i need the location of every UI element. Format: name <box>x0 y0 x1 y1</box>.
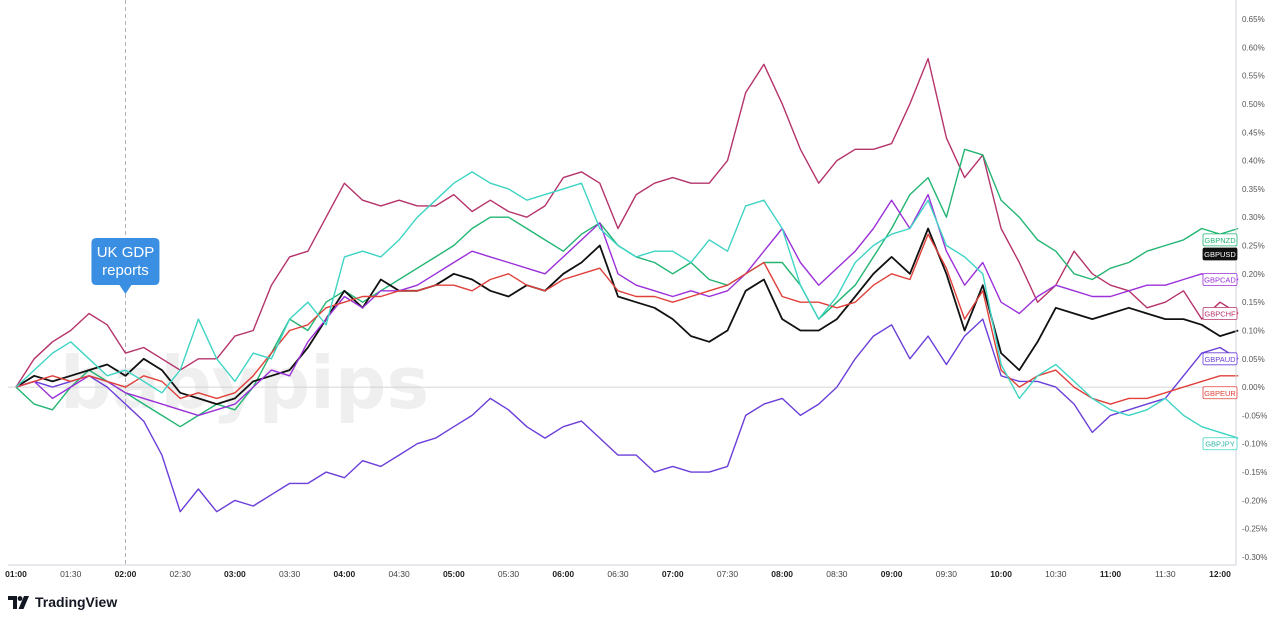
annotation-line1: UK GDP <box>97 244 155 261</box>
x-tick-label: 12:00 <box>1209 569 1231 579</box>
end-label-gbpnzd: GBPNZD <box>1202 233 1238 247</box>
x-tick-label: 03:00 <box>224 569 246 579</box>
x-tick-label: 08:30 <box>826 569 848 579</box>
end-label-gbpeur: GBPEUR <box>1202 386 1238 400</box>
y-tick-label: 0.20% <box>1242 270 1265 279</box>
x-tick-label: 08:00 <box>771 569 793 579</box>
x-axis-ticks: 01:00 01:30 02:00 02:30 03:00 03:30 04:00 04:30… <box>5 569 1231 579</box>
end-label-gbpcad: GBPCAD <box>1202 273 1238 286</box>
end-label-gbpchf: GBPCHF <box>1202 307 1238 320</box>
end-label-text: GBPCHF <box>1204 309 1236 318</box>
end-label-box <box>1202 386 1238 400</box>
y-tick-label: 0.30% <box>1242 213 1265 222</box>
y-tick-label: -0.20% <box>1242 496 1267 505</box>
end-label-text: GBPAUD <box>1204 355 1236 364</box>
x-tick-label: 06:00 <box>552 569 574 579</box>
y-tick-label: -0.15% <box>1242 468 1267 477</box>
annotation-line2: reports <box>102 262 149 279</box>
x-tick-label: 09:30 <box>936 569 958 579</box>
end-label-text: GBPCAD <box>1204 276 1236 285</box>
y-tick-label: 0.05% <box>1242 355 1265 364</box>
y-tick-label: -0.10% <box>1242 440 1267 449</box>
series-line-gbpjpy <box>15 171 1239 439</box>
x-tick-label: 03:30 <box>279 569 301 579</box>
tradingview-icon <box>8 595 29 609</box>
end-label-box <box>1202 437 1238 451</box>
x-tick-label: 10:00 <box>990 569 1012 579</box>
end-label-gbpjpy: GBPJPY <box>1202 437 1238 451</box>
tradingview-logo[interactable]: TradingView <box>8 594 117 610</box>
x-tick-label: 06:30 <box>607 569 629 579</box>
x-tick-label: 07:00 <box>662 569 684 579</box>
end-label-box <box>1202 273 1238 286</box>
end-label-box <box>1202 352 1238 366</box>
x-tick-label: 02:30 <box>170 569 192 579</box>
brand-name: TradingView <box>35 594 118 610</box>
series-line-gbpchf <box>15 57 1239 388</box>
y-tick-label: 0.55% <box>1242 72 1265 81</box>
y-tick-label: 0.50% <box>1242 100 1265 109</box>
end-label-text: GBPUSD <box>1204 250 1236 259</box>
end-label-gbpusd: GBPUSD <box>1202 247 1238 261</box>
annotation-callout <box>91 238 160 294</box>
end-label-box <box>1202 307 1238 320</box>
x-tick-label: 05:00 <box>443 569 465 579</box>
series-line-gbpeur <box>15 233 1239 405</box>
y-tick-label: 0.40% <box>1242 157 1265 166</box>
y-tick-label: 0.15% <box>1242 298 1265 307</box>
series-line-gbpusd <box>15 227 1239 406</box>
series-line-gbpcad <box>15 193 1239 417</box>
series-lines <box>15 57 1239 513</box>
x-tick-label: 09:00 <box>881 569 903 579</box>
x-tick-label: 11:00 <box>1100 569 1122 579</box>
x-tick-label: 04:00 <box>333 569 355 579</box>
x-tick-label: 01:30 <box>60 569 82 579</box>
y-tick-label: 0.00% <box>1242 383 1265 392</box>
end-label-box <box>1202 247 1238 261</box>
y-tick-label: 0.35% <box>1242 185 1265 194</box>
y-tick-label: -0.30% <box>1242 553 1267 562</box>
x-tick-label: 11:30 <box>1155 569 1176 579</box>
x-tick-label: 05:30 <box>498 569 520 579</box>
x-tick-label: 07:30 <box>717 569 739 579</box>
end-label-text: GBPNZD <box>1204 236 1236 245</box>
y-axis-ticks: 0.65% 0.60% 0.55% 0.50% 0.45% 0.40% 0.35% 0.30%… <box>1242 15 1267 562</box>
y-tick-label: -0.25% <box>1242 525 1267 534</box>
y-tick-label: 0.10% <box>1242 326 1265 335</box>
x-tick-label: 10:30 <box>1045 569 1067 579</box>
series-line-gbpaud <box>15 318 1239 513</box>
y-tick-label: 0.65% <box>1242 15 1265 24</box>
end-label-gbpaud: GBPAUD <box>1202 352 1238 366</box>
x-tick-label: 02:00 <box>115 569 137 579</box>
series-end-labels: GBPCHF GBPNZD GBPUSD GBPCAD GBPAUD GBPEUR GBPJ… <box>1202 233 1238 451</box>
end-label-text: GBPJPY <box>1205 440 1235 449</box>
x-tick-label: 01:00 <box>5 569 27 579</box>
y-tick-label: 0.25% <box>1242 242 1265 251</box>
y-tick-label: 0.60% <box>1242 43 1265 52</box>
x-tick-label: 04:30 <box>388 569 410 579</box>
y-tick-label: -0.05% <box>1242 411 1267 420</box>
end-label-text: GBPEUR <box>1204 389 1236 398</box>
y-tick-label: 0.45% <box>1242 128 1265 137</box>
end-label-box <box>1202 233 1238 247</box>
